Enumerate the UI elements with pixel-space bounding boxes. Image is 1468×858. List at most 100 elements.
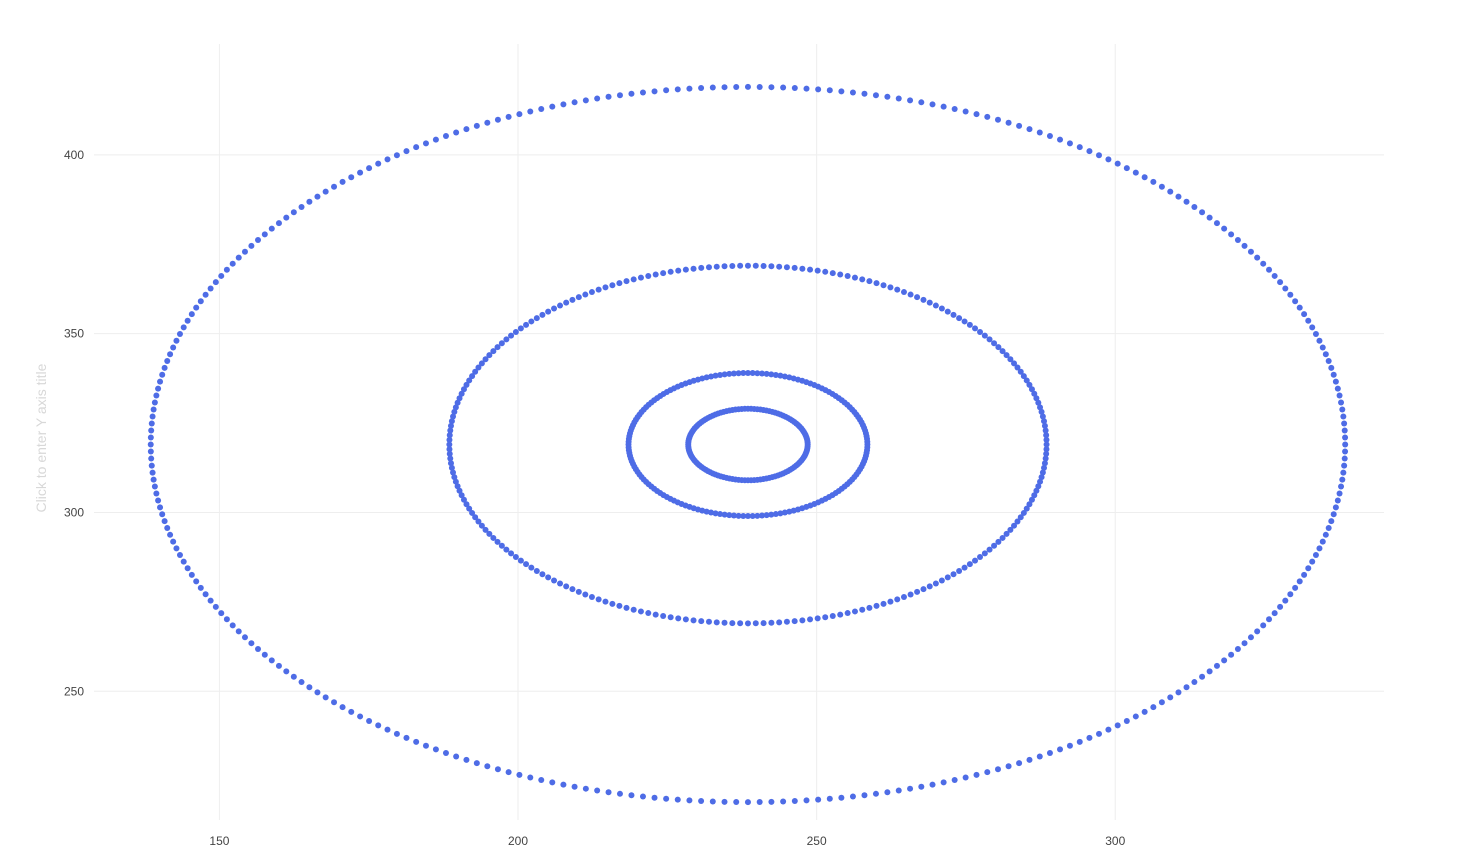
data-point[interactable] (151, 399, 158, 406)
data-point[interactable] (977, 554, 984, 561)
data-point[interactable] (1271, 272, 1278, 279)
data-point[interactable] (1066, 140, 1073, 147)
data-point[interactable] (999, 348, 1006, 355)
data-point[interactable] (918, 783, 925, 790)
data-point[interactable] (873, 602, 880, 609)
data-point[interactable] (986, 546, 993, 553)
data-point[interactable] (170, 344, 177, 351)
data-point[interactable] (197, 584, 204, 591)
data-point[interactable] (768, 798, 775, 805)
data-point[interactable] (1191, 679, 1198, 686)
data-point[interactable] (1336, 392, 1343, 399)
data-point[interactable] (159, 371, 166, 378)
data-point[interactable] (571, 99, 578, 106)
data-point[interactable] (616, 280, 623, 287)
data-point[interactable] (791, 264, 798, 271)
data-point[interactable] (588, 593, 595, 600)
data-point[interactable] (490, 534, 497, 541)
data-point[interactable] (884, 93, 891, 100)
data-point[interactable] (639, 793, 646, 800)
data-point[interactable] (726, 370, 733, 377)
data-point[interactable] (261, 231, 268, 238)
data-point[interactable] (815, 86, 822, 93)
data-point[interactable] (690, 265, 697, 272)
data-point[interactable] (663, 795, 670, 802)
data-point[interactable] (726, 512, 733, 519)
data-point[interactable] (651, 88, 658, 95)
data-point[interactable] (451, 474, 458, 481)
data-point[interactable] (549, 103, 556, 110)
data-point[interactable] (717, 371, 724, 378)
data-point[interactable] (384, 726, 391, 733)
data-point[interactable] (494, 766, 501, 773)
data-point[interactable] (799, 265, 806, 272)
data-point[interactable] (193, 304, 200, 311)
data-point[interactable] (907, 291, 914, 298)
data-point[interactable] (1031, 390, 1038, 397)
data-point[interactable] (740, 370, 747, 377)
data-point[interactable] (717, 511, 724, 518)
data-point[interactable] (791, 618, 798, 625)
data-point[interactable] (539, 571, 546, 578)
data-point[interactable] (1014, 364, 1021, 371)
data-point[interactable] (1020, 509, 1027, 516)
data-point[interactable] (469, 373, 476, 380)
data-point[interactable] (756, 83, 763, 90)
data-point[interactable] (331, 699, 338, 706)
data-point[interactable] (167, 531, 174, 538)
data-point[interactable] (895, 787, 902, 794)
data-point[interactable] (447, 455, 454, 462)
data-point[interactable] (783, 618, 790, 625)
data-point[interactable] (1005, 119, 1012, 126)
data-point[interactable] (1332, 378, 1339, 385)
data-point[interactable] (804, 443, 811, 450)
data-point[interactable] (1325, 525, 1332, 531)
data-point[interactable] (752, 262, 759, 269)
data-point[interactable] (588, 289, 595, 296)
data-point[interactable] (202, 591, 209, 598)
data-point[interactable] (512, 328, 519, 335)
data-point[interactable] (207, 285, 214, 292)
data-point[interactable] (981, 332, 988, 339)
data-point[interactable] (176, 552, 183, 559)
data-point[interactable] (1234, 237, 1241, 244)
data-point[interactable] (837, 611, 844, 618)
data-point[interactable] (463, 756, 470, 763)
data-point[interactable] (791, 798, 798, 805)
data-point[interactable] (1026, 501, 1033, 508)
data-point[interactable] (1247, 248, 1254, 255)
data-point[interactable] (184, 565, 191, 572)
data-point[interactable] (218, 272, 225, 279)
data-point[interactable] (306, 198, 313, 205)
data-point[interactable] (814, 267, 821, 274)
data-point[interactable] (1158, 699, 1165, 706)
data-point[interactable] (1206, 668, 1213, 675)
data-point[interactable] (744, 620, 751, 627)
data-point[interactable] (460, 386, 467, 393)
data-point[interactable] (448, 418, 455, 425)
data-point[interactable] (991, 340, 998, 347)
data-point[interactable] (730, 370, 737, 377)
data-point[interactable] (533, 315, 540, 322)
data-point[interactable] (1031, 492, 1038, 499)
data-point[interactable] (255, 645, 261, 652)
data-point[interactable] (880, 600, 887, 607)
data-point[interactable] (268, 657, 275, 664)
data-point[interactable] (538, 777, 545, 784)
data-point[interactable] (973, 111, 980, 118)
data-point[interactable] (1043, 436, 1050, 443)
data-point[interactable] (306, 684, 313, 691)
data-point[interactable] (1033, 395, 1040, 402)
data-point[interactable] (384, 156, 391, 163)
data-point[interactable] (450, 469, 457, 476)
data-point[interactable] (298, 203, 305, 210)
data-point[interactable] (157, 504, 164, 511)
data-point[interactable] (498, 340, 505, 347)
data-point[interactable] (616, 790, 623, 797)
data-point[interactable] (1228, 651, 1235, 658)
data-point[interactable] (763, 370, 770, 377)
data-point[interactable] (557, 302, 564, 309)
data-point[interactable] (1325, 358, 1332, 365)
data-point[interactable] (822, 268, 829, 275)
data-point[interactable] (729, 620, 736, 627)
